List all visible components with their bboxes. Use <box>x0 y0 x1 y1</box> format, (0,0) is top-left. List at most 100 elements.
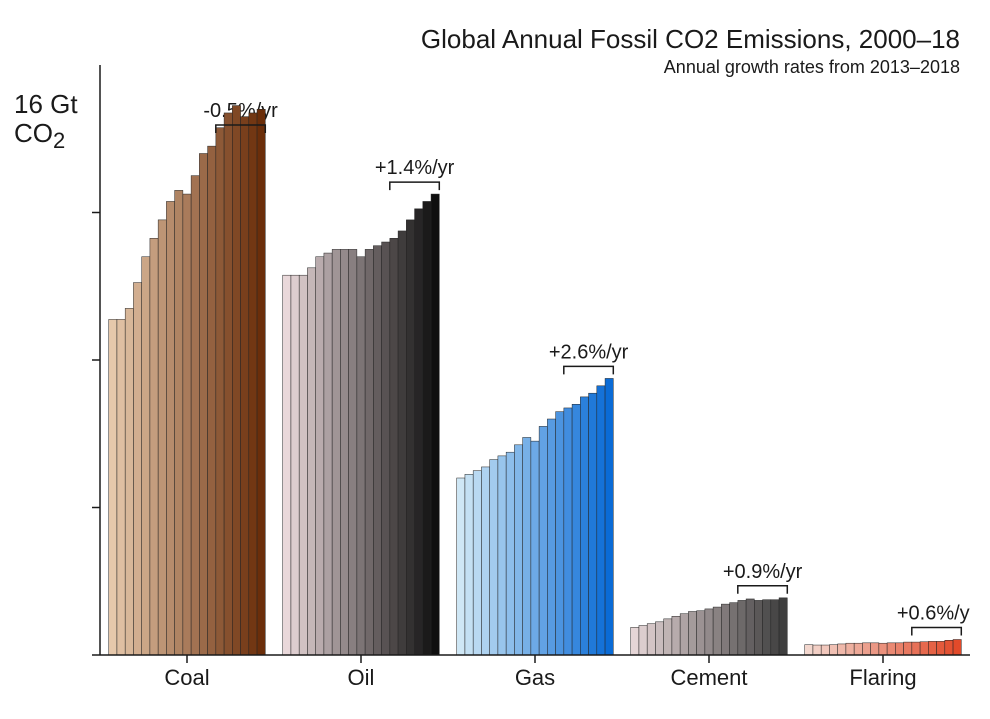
bar <box>937 641 945 655</box>
bar <box>125 308 133 655</box>
bar <box>879 643 887 655</box>
bar <box>357 257 365 655</box>
bar <box>895 643 903 655</box>
bar <box>631 627 639 655</box>
growth-rate-label: +2.6%/yr <box>549 341 629 363</box>
bar <box>340 249 348 655</box>
bar <box>680 614 688 655</box>
bar <box>813 645 821 655</box>
category-label: Oil <box>348 665 375 690</box>
bar <box>904 642 912 655</box>
bar <box>316 257 324 655</box>
y-axis-label-line2: CO <box>14 118 53 148</box>
bar <box>465 474 473 655</box>
bar <box>655 622 663 655</box>
bar <box>299 275 307 655</box>
bar <box>365 249 373 655</box>
growth-bracket <box>564 366 614 374</box>
growth-bracket <box>738 586 788 594</box>
bar <box>457 478 465 655</box>
category-label: Coal <box>164 665 209 690</box>
chart-svg: 04812CoalOilGasCementFlaring-0.5%/yr+1.4… <box>90 65 970 695</box>
bar <box>349 249 357 655</box>
bar <box>572 404 580 655</box>
category-label: Gas <box>515 665 555 690</box>
bar <box>547 419 555 655</box>
bar <box>208 146 216 655</box>
bar <box>307 268 315 655</box>
bar <box>539 426 547 655</box>
bar <box>688 611 696 655</box>
bar <box>754 600 762 655</box>
bar <box>738 600 746 655</box>
bar <box>373 246 381 655</box>
bar <box>862 643 870 655</box>
bar <box>506 452 514 655</box>
growth-rate-label: +0.6%/yr <box>897 603 970 625</box>
bar <box>647 624 655 655</box>
bar <box>431 194 439 655</box>
bar <box>953 640 961 655</box>
bar <box>398 231 406 655</box>
bar <box>713 607 721 655</box>
bar <box>580 397 588 655</box>
bar <box>109 319 117 655</box>
bar <box>498 456 506 655</box>
growth-bracket <box>912 628 962 636</box>
bar <box>490 460 498 655</box>
bar <box>332 249 340 655</box>
bar <box>664 619 672 655</box>
bar <box>705 609 713 655</box>
bar <box>564 408 572 655</box>
plot-area: 04812CoalOilGasCementFlaring-0.5%/yr+1.4… <box>90 65 970 655</box>
bar <box>241 117 249 655</box>
bar <box>423 201 431 655</box>
bar <box>158 220 166 655</box>
y-axis-label-subscript: 2 <box>53 128 65 153</box>
bar <box>257 109 265 655</box>
bar <box>283 275 291 655</box>
bar <box>945 640 953 655</box>
bar <box>805 645 813 655</box>
bar <box>887 643 895 655</box>
bar <box>183 194 191 655</box>
bar <box>232 106 240 655</box>
bar <box>846 643 854 655</box>
growth-bracket <box>390 182 440 190</box>
bar <box>523 437 531 655</box>
bar <box>133 283 141 655</box>
bar <box>556 412 564 655</box>
bar <box>382 242 390 655</box>
chart-container: Global Annual Fossil CO2 Emissions, 2000… <box>0 0 990 719</box>
bar <box>216 128 224 655</box>
bar <box>589 393 597 655</box>
growth-rate-label: +0.9%/yr <box>723 561 803 583</box>
category-label: Flaring <box>849 665 916 690</box>
bar <box>597 386 605 655</box>
bar <box>473 471 481 655</box>
bar <box>721 604 729 655</box>
y-axis-label: 16 Gt CO2 <box>14 90 78 153</box>
bar <box>390 238 398 655</box>
bar <box>928 641 936 655</box>
bar <box>697 611 705 655</box>
bar <box>117 319 125 655</box>
bar <box>854 643 862 655</box>
bar <box>821 645 829 655</box>
y-axis-label-line1: 16 Gt <box>14 89 78 119</box>
bar <box>249 113 257 655</box>
bar <box>481 467 489 655</box>
bar <box>763 600 771 655</box>
bar <box>771 600 779 655</box>
bar <box>730 603 738 655</box>
bar <box>672 616 680 655</box>
bar <box>406 220 414 655</box>
bar <box>199 154 207 656</box>
bar <box>514 445 522 655</box>
bar <box>142 257 150 655</box>
bar <box>166 201 174 655</box>
bar <box>531 441 539 655</box>
bar <box>175 190 183 655</box>
bar <box>191 176 199 655</box>
bar <box>838 644 846 655</box>
